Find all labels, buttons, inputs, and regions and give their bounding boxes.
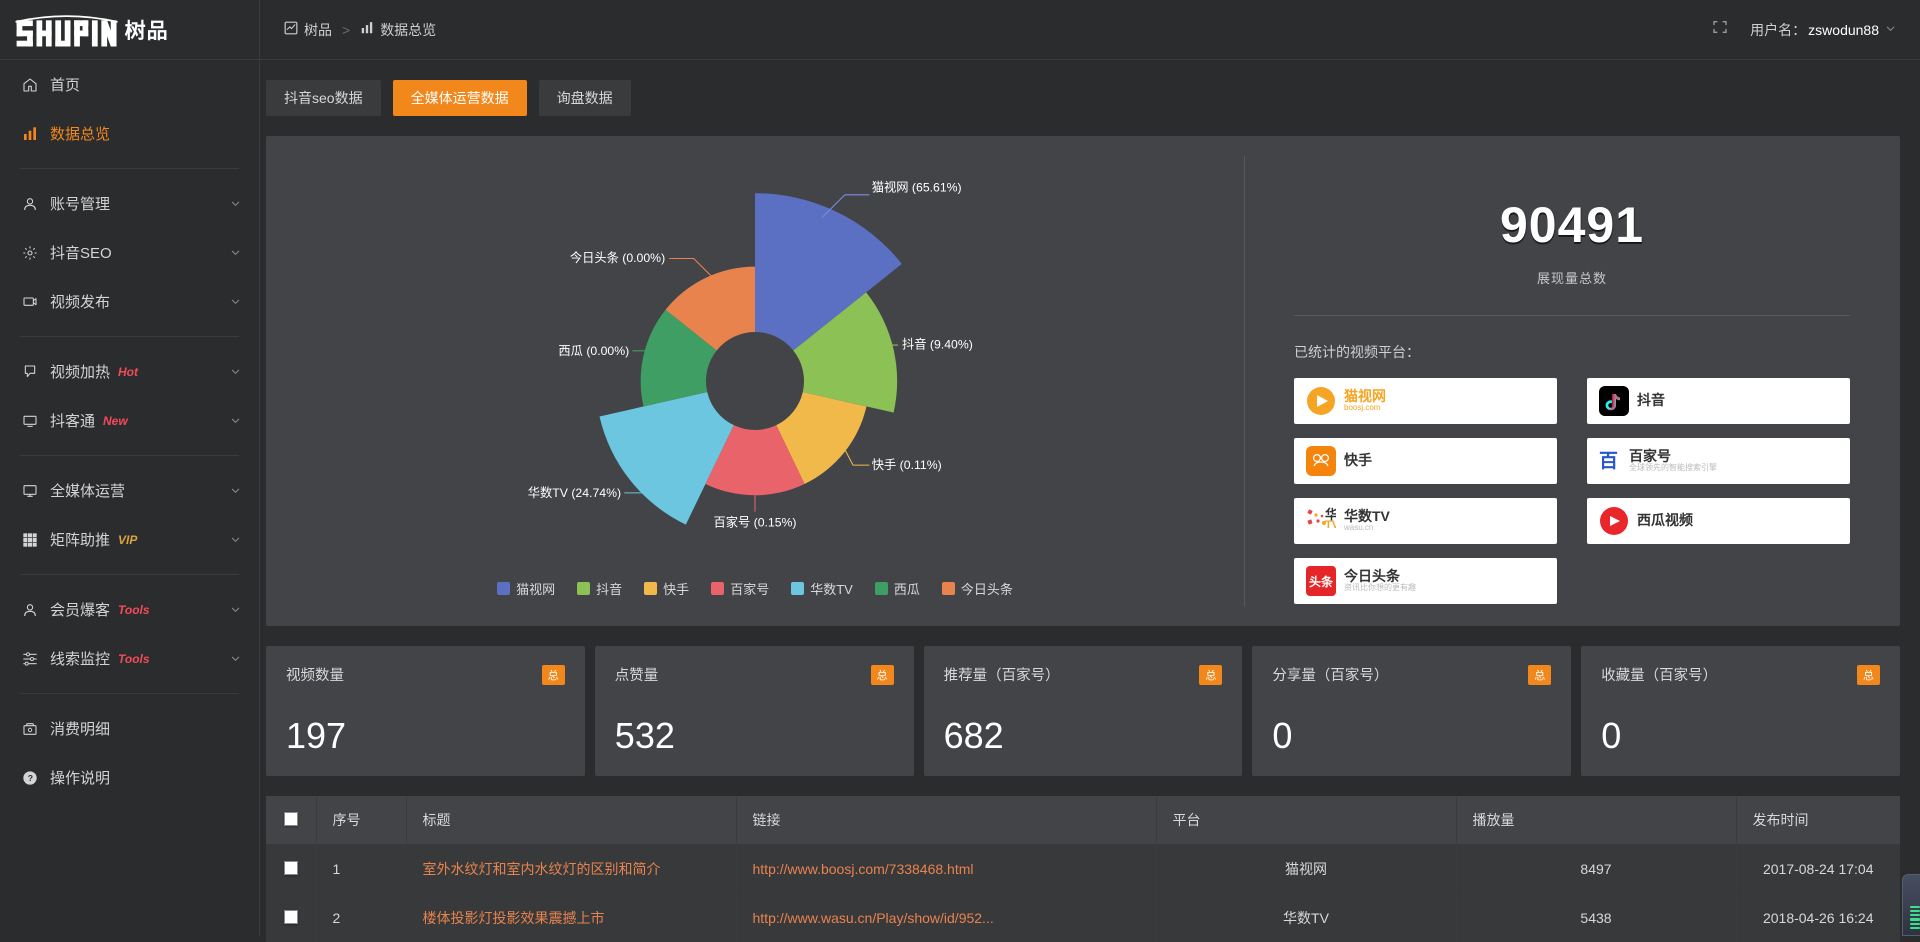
svg-text:华数TV (24.74%): 华数TV (24.74%) (528, 485, 621, 500)
svg-text:西瓜 (0.00%): 西瓜 (0.00%) (558, 344, 629, 358)
svg-text:?: ? (28, 773, 33, 783)
svg-text:百: 百 (1599, 451, 1618, 472)
svg-text:抖音 (9.40%): 抖音 (9.40%) (902, 336, 973, 351)
svg-text:TV: TV (1325, 519, 1336, 531)
svg-text:头条: 头条 (1309, 574, 1334, 589)
svg-text:今日头条 (0.00%): 今日头条 (0.00%) (570, 250, 665, 265)
svg-text:百家号 (0.15%): 百家号 (0.15%) (713, 514, 796, 529)
svg-text:猫视网 (65.61%): 猫视网 (65.61%) (872, 180, 962, 195)
svg-text:快手 (0.11%): 快手 (0.11%) (872, 458, 942, 472)
